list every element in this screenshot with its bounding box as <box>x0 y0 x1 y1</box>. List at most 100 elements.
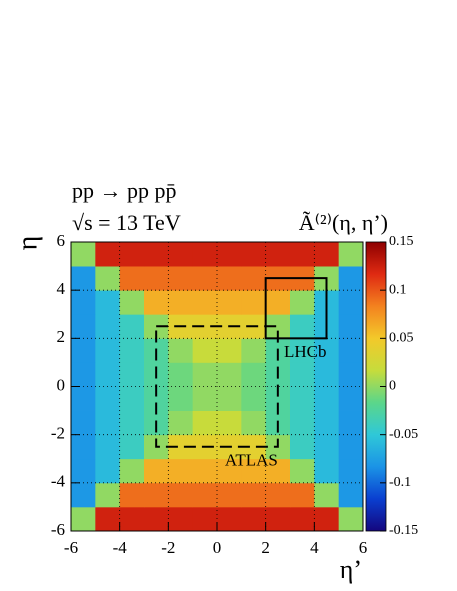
heatmap-cell <box>338 362 364 387</box>
heatmap-cell <box>192 362 218 387</box>
y-tick-label: -6 <box>51 520 65 539</box>
heatmap-cell <box>338 386 364 411</box>
heatmap-cell <box>217 506 242 532</box>
heatmap-cell <box>338 314 364 339</box>
heatmap-cell <box>168 338 194 363</box>
heatmap-cell <box>119 458 145 484</box>
heatmap-cell <box>168 266 194 291</box>
heatmap-cell <box>192 266 218 291</box>
region-label: ATLAS <box>225 451 278 470</box>
heatmap-cell <box>338 458 364 484</box>
heatmap-cell <box>314 482 340 508</box>
x-tick-label: 2 <box>261 538 270 557</box>
heatmap-cell <box>241 266 267 291</box>
heatmap-cell <box>290 410 315 436</box>
heatmap-cell <box>338 338 364 363</box>
heatmap-cell <box>338 506 364 532</box>
region-box <box>264 277 328 340</box>
heatmap-cell <box>168 506 194 532</box>
heatmap-cell <box>71 410 96 436</box>
chart-title: pp → pp pp̄ <box>72 178 177 203</box>
heatmap-cell <box>192 242 218 267</box>
heatmap-cell <box>71 266 96 291</box>
heatmap-cell <box>217 482 242 508</box>
heatmap-cell <box>168 290 194 315</box>
z-tick-label: 0.05 <box>389 331 414 346</box>
heatmap-cell <box>314 410 340 436</box>
heatmap-cell <box>144 266 169 291</box>
heatmap-cell <box>192 506 218 532</box>
heatmap-cell <box>217 386 242 411</box>
x-tick-label: 6 <box>359 538 368 557</box>
heatmap-cell <box>314 386 340 411</box>
heatmap-cell <box>192 386 218 411</box>
heatmap-cell <box>241 458 267 484</box>
heatmap-cell <box>217 338 242 363</box>
heatmap-cell <box>192 410 218 436</box>
heatmap-cell <box>314 458 340 484</box>
heatmap-cell <box>290 362 315 387</box>
heatmap-cell <box>95 266 121 291</box>
x-tick-label: -6 <box>64 538 78 557</box>
heatmap-cell <box>338 290 364 315</box>
heatmap-cell <box>192 482 218 508</box>
heatmap-cell <box>338 242 364 267</box>
heatmap-cell <box>144 506 169 532</box>
heatmap-cell <box>119 290 145 315</box>
heatmap-cell <box>314 434 340 460</box>
heatmap-cell <box>265 290 291 315</box>
z-tick-label: 0.1 <box>389 282 407 297</box>
heatmap-cell <box>290 386 315 411</box>
heatmap-cell <box>95 410 121 436</box>
heatmap-cell <box>95 386 121 411</box>
heatmap-cell <box>168 242 194 267</box>
heatmap-cell <box>241 242 267 267</box>
heatmap-cell <box>241 290 267 315</box>
y-tick-label: -4 <box>51 472 66 491</box>
heatmap-cell <box>338 482 364 508</box>
heatmap-cell <box>265 482 291 508</box>
heatmap-cell <box>168 410 194 436</box>
x-tick-label: 0 <box>213 538 222 557</box>
heatmap-cell <box>338 410 364 436</box>
heatmap-cell <box>144 482 169 508</box>
heatmap-cell <box>265 458 291 484</box>
heatmap-cell <box>314 506 340 532</box>
y-tick-label: 2 <box>57 327 66 346</box>
x-axis-label: η’ <box>340 555 362 584</box>
heatmap-cell <box>144 290 169 315</box>
heatmap-cell <box>71 434 96 460</box>
heatmap-cell <box>168 458 194 484</box>
heatmap-cell <box>71 338 96 363</box>
heatmap-cell <box>119 434 145 460</box>
heatmap-cell <box>314 362 340 387</box>
heatmap-cell <box>192 290 218 315</box>
heatmap-cell <box>119 266 145 291</box>
heatmap-cell <box>290 506 315 532</box>
heatmap-cell <box>95 314 121 339</box>
y-axis-label: η <box>12 236 43 251</box>
region-label: LHCb <box>284 342 327 361</box>
z-tick-label: 0 <box>389 379 396 394</box>
heatmap-cell <box>290 338 315 363</box>
heatmap-cell <box>168 482 194 508</box>
heatmap-cell <box>119 482 145 508</box>
heatmap-cell <box>241 506 267 532</box>
heatmap-cell <box>290 242 315 267</box>
heatmap-cell <box>217 290 242 315</box>
z-tick-label: -0.15 <box>389 523 418 538</box>
heatmap-cell <box>241 338 267 363</box>
heatmap-cell <box>290 458 315 484</box>
y-tick-label: -2 <box>51 424 65 443</box>
heatmap-cell <box>119 242 145 267</box>
heatmap-cell <box>217 410 242 436</box>
heatmap-cell <box>95 434 121 460</box>
heatmap-cell <box>338 434 364 460</box>
heatmap-cell <box>119 362 145 387</box>
heatmap-cell <box>71 458 96 484</box>
heatmap-cell <box>241 410 267 436</box>
heatmap-cell <box>217 362 242 387</box>
heatmap-cell <box>71 314 96 339</box>
heatmap-cell <box>144 458 169 484</box>
